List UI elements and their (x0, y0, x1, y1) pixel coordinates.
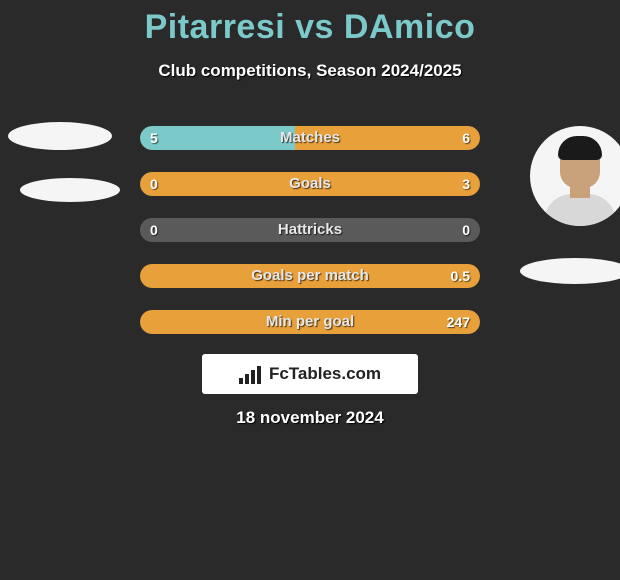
stat-value-right: 0.5 (451, 264, 470, 288)
stat-label: Hattricks (140, 218, 480, 242)
stat-value-right: 6 (462, 126, 470, 150)
player-right-name-placeholder (520, 258, 620, 284)
page-title: Pitarresi vs DAmico (0, 8, 620, 47)
stat-value-right: 247 (447, 310, 470, 334)
stat-bars: Matches56Goals03Hattricks00Goals per mat… (140, 126, 480, 356)
barchart-icon (239, 364, 263, 384)
player-left-avatar-placeholder-1 (8, 122, 112, 150)
source-logo-text: FcTables.com (269, 364, 381, 384)
comparison-infographic: Pitarresi vs DAmico Club competitions, S… (0, 0, 620, 580)
stat-value-left: 0 (150, 218, 158, 242)
source-logo: FcTables.com (202, 354, 418, 394)
stat-label: Min per goal (140, 310, 480, 334)
stat-label: Goals per match (140, 264, 480, 288)
stat-value-right: 3 (462, 172, 470, 196)
subtitle: Club competitions, Season 2024/2025 (0, 61, 620, 81)
stat-label: Goals (140, 172, 480, 196)
stat-row: Goals0 3 (140, 172, 480, 196)
stat-row: Min per goal247 (140, 310, 480, 334)
stat-value-right: 0 (462, 218, 470, 242)
stat-row: Matches5 6 (140, 126, 480, 150)
stat-value-left: 5 (150, 126, 158, 150)
player-right-avatar (530, 126, 620, 226)
stat-label: Matches (140, 126, 480, 150)
stat-row: Goals per match0.5 (140, 264, 480, 288)
stat-value-left: 0 (150, 172, 158, 196)
stat-row: Hattricks0 0 (140, 218, 480, 242)
player-left-avatar-placeholder-2 (20, 178, 120, 202)
snapshot-date: 18 november 2024 (0, 408, 620, 428)
